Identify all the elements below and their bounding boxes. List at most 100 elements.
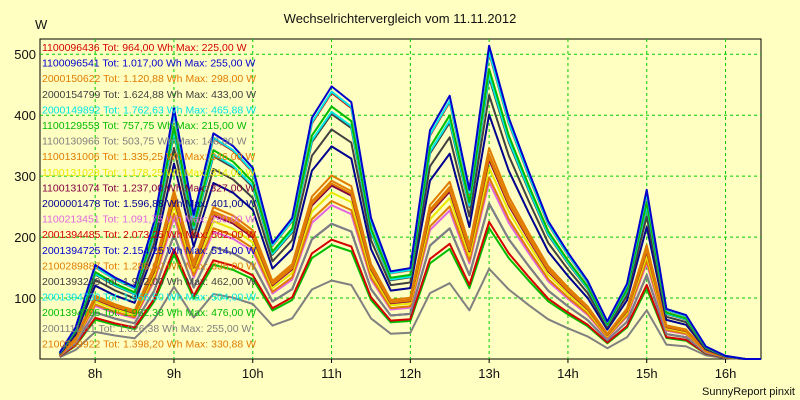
legend-entry: 1100131028 Tot: 1.178,25 Wh Max: 314,00 … (42, 167, 255, 179)
legend-entry: 2000001478 Tot: 1.596,88 Wh Max: 401,00 … (42, 198, 256, 210)
series-line-2000001478 (58, 113, 761, 360)
legend-tot-label: Tot: (100, 167, 123, 179)
legend-tot-label: Tot: (100, 338, 123, 350)
legend-max-value: 514,00 W (211, 245, 256, 257)
legend-max-label: Max: (173, 42, 202, 54)
legend-max-label: Max: (173, 136, 202, 148)
legend-tot-label: Tot: (100, 73, 123, 85)
legend-tot-value: 757,75 Wh (122, 120, 173, 132)
legend-tot-label: Tot: (100, 136, 123, 148)
x-tick-label: 10h (242, 366, 264, 381)
legend-max-label: Max: (183, 104, 212, 116)
legend-max-value: 476,00 W (211, 307, 256, 319)
y-tick-label: 100 (14, 291, 36, 306)
legend-tot-label: Tot: (100, 198, 123, 210)
x-tick-label: 11h (321, 366, 342, 381)
legend-entry: 2000149892 Tot: 1.762,63 Wh Max: 465,88 … (42, 104, 256, 116)
chart-title: Wechselrichtervergleich vom 11.11.2012 (284, 11, 517, 26)
legend-tot-label: Tot: (100, 89, 123, 101)
series-line-2001111111 (59, 202, 761, 360)
legend-series-name: 1100096541 (42, 58, 100, 70)
legend-entry: 1100130966 Tot: 503,75 Wh Max: 148,00 W (42, 136, 247, 148)
legend-max-label: Max: (183, 292, 212, 304)
legend-series-name: 2001394485 (42, 229, 101, 241)
x-tick-label: 12h (399, 366, 421, 381)
legend-tot-value: 1.237,00 Wh (122, 182, 182, 194)
legend-series-name: 2001393249 (42, 276, 101, 288)
legend-series-name: 1100131006 (42, 151, 100, 163)
series-line-1100096436 (59, 220, 761, 360)
x-tick-label: 9h (167, 366, 181, 381)
legend-tot-value: 964,00 Wh (122, 42, 173, 54)
legend-tot-label: Tot: (96, 323, 119, 335)
legend-tot-label: Tot: (100, 260, 123, 272)
legend-max-label: Max: (182, 58, 211, 70)
x-tick-label: 8h (88, 366, 102, 381)
legend-entry: 2001394725 Tot: 2.154,25 Wh Max: 514,00 … (42, 245, 256, 257)
legend-tot-label: Tot: (100, 182, 123, 194)
legend-max-label: Max: (183, 245, 212, 257)
legend-entry: 2001394485 Tot: 2.073,25 Wh Max: 502,00 … (42, 229, 256, 241)
legend-tot-value: 1.956,50 Wh (123, 292, 183, 304)
legend-max-label: Max: (182, 182, 211, 194)
legend-series-name: 2001394725 (42, 245, 101, 257)
legend-tot-value: 1.091,75 Wh (122, 214, 182, 226)
legend-tot-value: 1.026,38 Wh (118, 323, 178, 335)
series-line-2000150622 (59, 176, 761, 360)
legend-max-label: Max: (183, 73, 212, 85)
legend-max-label: Max: (183, 338, 212, 350)
legend-max-label: Max: (183, 229, 212, 241)
legend-entry: 1100213451 Tot: 1.091,75 Wh Max: 290,00 … (42, 214, 255, 226)
x-tick-label: 15h (636, 366, 658, 381)
legend-entry: 1100096541 Tot: 1.017,00 Wh Max: 255,00 … (42, 58, 255, 70)
y-tick-label: 300 (14, 169, 36, 184)
legend-max-label: Max: (183, 307, 212, 319)
legend-max-label: Max: (183, 198, 212, 210)
legend-tot-label: Tot: (100, 42, 123, 54)
legend: 1100096436 Tot: 964,00 Wh Max: 225,00 W 1… (42, 42, 256, 350)
legend-series-name: 2001394796 (42, 307, 101, 319)
legend-tot-value: 1.962,38 Wh (123, 307, 183, 319)
x-tick-label: 16h (715, 366, 737, 381)
legend-series-name: 1100131074 (42, 182, 100, 194)
legend-max-value: 462,00 W (211, 276, 256, 288)
legend-max-value: 330,88 W (211, 338, 256, 350)
legend-entry: 2001393249 Tot: 1.902,00 Wh Max: 462,00 … (42, 276, 256, 288)
y-tick-label: 500 (14, 47, 36, 62)
series-line-2001394725 (58, 44, 761, 360)
legend-series-name: 1100129553 (42, 120, 100, 132)
y-ticks: 100 200 300 400 500 (14, 47, 36, 306)
legend-max-label: Max: (173, 120, 202, 132)
legend-max-value: 225,00 W (202, 42, 247, 54)
legend-entry: 1100096436 Tot: 964,00 Wh Max: 225,00 W (42, 42, 247, 54)
legend-entry: 2000154799 Tot: 1.624,88 Wh Max: 433,00 … (42, 89, 256, 101)
series-line-1100131006 (58, 147, 761, 360)
plot-area (39, 38, 762, 360)
legend-max-value: 465,88 W (211, 104, 256, 116)
legend-entry: 2000150622 Tot: 1.120,88 Wh Max: 298,00 … (42, 73, 256, 85)
legend-tot-value: 1.120,88 Wh (123, 73, 183, 85)
series-line-1100131028 (59, 166, 761, 360)
legend-series-name: 2100289887 (42, 260, 101, 272)
series-line-2001394796 (58, 67, 761, 360)
legend-max-label: Max: (182, 214, 211, 226)
legend-tot-label: Tot: (100, 307, 123, 319)
legend-entry: 2100309922 Tot: 1.398,20 Wh Max: 330,88 … (42, 338, 256, 350)
x-tick-label: 14h (557, 366, 579, 381)
legend-max-value: 255,00 W (206, 323, 251, 335)
legend-tot-value: 1.762,63 Wh (123, 104, 183, 116)
legend-tot-label: Tot: (100, 292, 123, 304)
legend-max-value: 290,00 W (210, 214, 255, 226)
legend-max-label: Max: (182, 167, 211, 179)
legend-tot-label: Tot: (100, 151, 123, 163)
legend-series-name: 2000001478 (42, 198, 101, 210)
legend-tot-label: Tot: (100, 120, 123, 132)
legend-max-value: 504,00 W (211, 292, 256, 304)
legend-max-value: 336,00 W (211, 260, 256, 272)
legend-tot-value: 1.017,00 Wh (122, 58, 182, 70)
legend-tot-value: 1.624,88 Wh (123, 89, 183, 101)
x-tick-label: 13h (478, 366, 500, 381)
legend-series-name: 2000150622 (42, 73, 101, 85)
